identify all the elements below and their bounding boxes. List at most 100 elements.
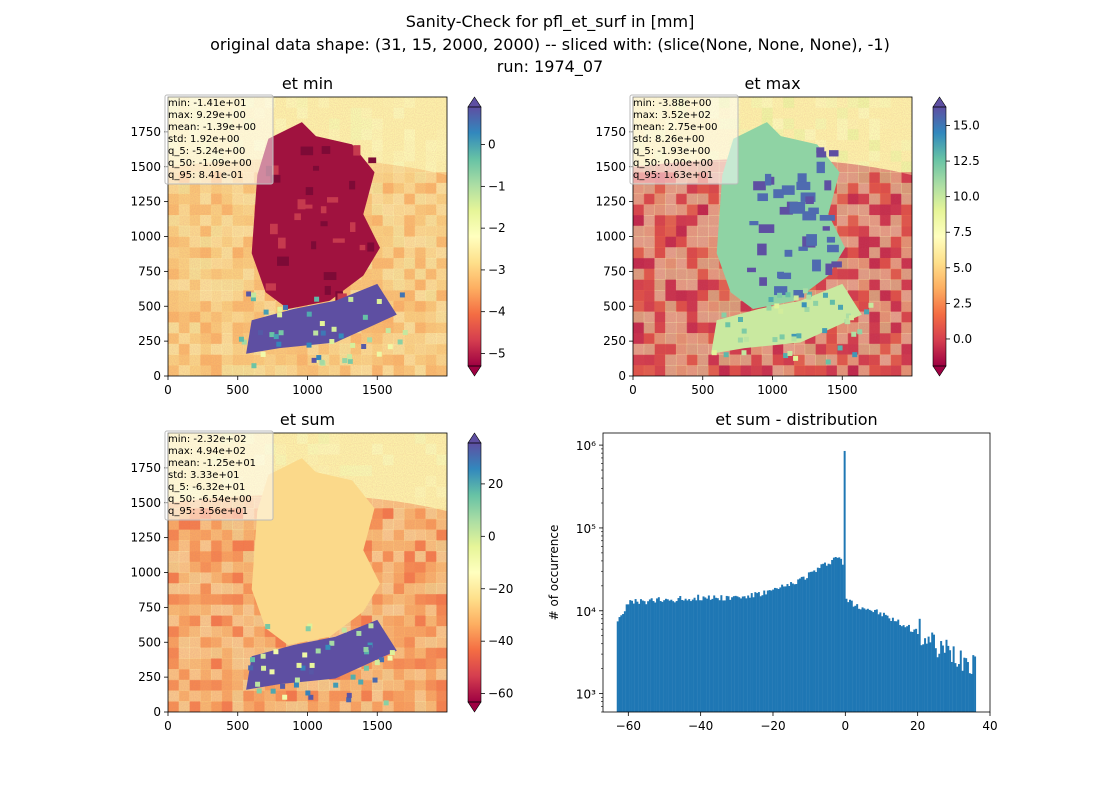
histogram-bar [618, 617, 621, 712]
colorbar-tick-label: 10.0 [953, 190, 980, 204]
heatmap-alps-detail [829, 299, 835, 305]
histogram-bar [686, 600, 689, 712]
y-tick-label: 1500 [130, 496, 161, 510]
heatmap-country-detail [323, 272, 337, 281]
y-tick-label: 1250 [595, 195, 626, 209]
stats-line: q_95: 1.63e+01 [633, 170, 713, 181]
histogram-bar [820, 564, 823, 712]
histogram-bar [911, 631, 914, 712]
heatmap-alps-detail [260, 351, 266, 357]
heatmap-alps-detail [368, 623, 374, 629]
histogram-bar [900, 626, 903, 712]
heatmap-country-detail [759, 277, 767, 286]
histogram-bar [925, 643, 928, 712]
heatmap-country-detail [805, 196, 814, 205]
histogram-bar [677, 598, 680, 712]
axes-title: et sum - distribution [715, 410, 877, 429]
heatmap-country-detail [812, 259, 821, 272]
histogram-bar [620, 615, 623, 712]
x-tick-label: 0 [629, 383, 637, 397]
histogram-bar [924, 638, 927, 712]
figure-title-line-3: run: 1974_07 [496, 57, 604, 76]
heatmap-alps-detail [305, 690, 311, 696]
heatmap-alps-detail [256, 688, 262, 694]
heatmap-alps-detail [376, 298, 382, 304]
y-tick-label: 1250 [130, 531, 161, 545]
histogram-bar [949, 650, 952, 712]
histogram-bar [913, 629, 916, 712]
heatmap-alps-detail [342, 358, 348, 364]
histogram-bar [779, 587, 782, 712]
histogram-bar [829, 564, 832, 712]
histogram-bar [918, 618, 921, 712]
heatmap-alps-detail [385, 328, 391, 334]
histogram-bar [868, 609, 871, 712]
heatmap-country-detail [796, 181, 811, 191]
histogram-bar [943, 652, 946, 712]
stats-line: min: -2.32e+02 [168, 434, 247, 445]
heatmap-alps-detail [329, 640, 335, 646]
y-tick-label: 750 [138, 264, 161, 278]
heatmap-alps-detail [308, 694, 314, 700]
histogram-bar [888, 618, 891, 712]
histogram-bar [745, 598, 748, 712]
histogram-bar [804, 579, 807, 712]
heatmap-alps-detail [250, 296, 256, 302]
histogram-bar [795, 584, 798, 712]
heatmap-alps-detail [778, 308, 784, 314]
x-tick-label: −20 [760, 719, 785, 733]
histogram-bar [907, 624, 910, 712]
y-tick-label: 500 [138, 635, 161, 649]
y-tick-label: 1750 [595, 125, 626, 139]
heatmap-alps-detail [793, 355, 799, 361]
heatmap-country-detail [326, 197, 339, 203]
heatmap-alps-detail [774, 303, 780, 309]
heatmap-alps-detail [383, 700, 389, 706]
heatmap-country-detail [816, 151, 827, 158]
heatmap-country-detail [294, 213, 301, 221]
histogram-bar [968, 673, 971, 712]
histogram-bar [936, 657, 939, 712]
heatmap-alps-detail [791, 333, 797, 339]
heatmap-country-detail [828, 150, 839, 157]
histogram-bar [827, 563, 830, 712]
histogram-bar [843, 450, 846, 712]
x-tick-label: 1500 [827, 383, 858, 397]
heatmap-country-detail [793, 289, 805, 298]
histogram-bar [639, 599, 642, 712]
histogram-bar [707, 595, 710, 712]
colorbar-tick-label: 2.5 [953, 296, 972, 310]
y-tick-label: 750 [138, 600, 161, 614]
histogram-bar [798, 578, 801, 712]
heatmap-country-detail [808, 207, 819, 215]
y-tick-label: 750 [603, 264, 626, 278]
heatmap-alps-detail [276, 341, 282, 347]
heatmap-country-detail [350, 222, 356, 232]
histogram-bar [713, 595, 716, 712]
heatmap-country-detail [747, 267, 756, 273]
heatmap-alps-detail [246, 291, 252, 297]
heatmap-alps-detail [725, 322, 731, 328]
heatmap-alps-detail [397, 339, 403, 345]
y-tick-label: 1000 [130, 230, 161, 244]
histogram-bar [757, 592, 760, 712]
heatmap-alps-detail [864, 309, 870, 315]
histogram-bar [881, 616, 884, 712]
colorbar-tick-label: −60 [488, 687, 513, 701]
histogram-bar [634, 599, 637, 712]
heatmap-alps-detail [851, 331, 857, 337]
histogram-bar [732, 596, 735, 712]
heatmap-alps-detail [300, 665, 306, 671]
heatmap-alps-detail [845, 318, 851, 324]
heatmap-alps-detail [338, 333, 344, 339]
heatmap-alps-detail [801, 302, 807, 308]
heatmap-alps-detail [263, 309, 269, 315]
histogram-bar [816, 567, 819, 712]
axes-frame [602, 432, 991, 713]
heatmap-country-detail [816, 161, 825, 174]
colorbar-tick-label: 5.0 [953, 261, 972, 275]
stats-line: mean: 2.75e+00 [633, 122, 717, 133]
heatmap-alps-detail [283, 304, 289, 310]
heatmap-alps-detail [282, 694, 288, 700]
heatmap-alps-detail [265, 623, 271, 629]
